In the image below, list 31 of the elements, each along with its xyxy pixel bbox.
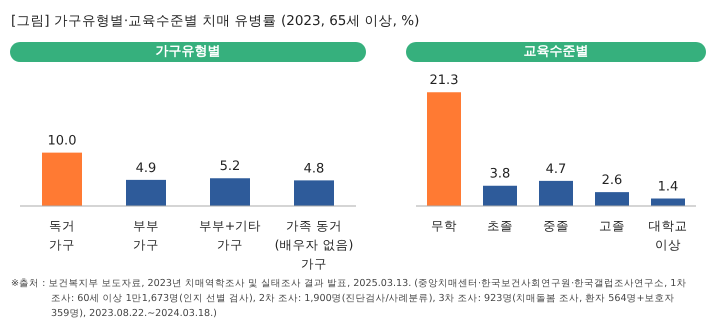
chart-title: [그림] 가구유형별·교육수준별 치매 유병률 (2023, 65세 이상, %) xyxy=(11,12,420,30)
data-label: 10.0 xyxy=(48,134,76,149)
x-tick-label: 중졸 xyxy=(543,218,569,233)
bar xyxy=(483,186,517,206)
x-tick-label: 부부 가구 xyxy=(133,218,159,252)
data-label: 4.7 xyxy=(546,162,566,177)
x-tick-label: 초졸 xyxy=(487,218,513,233)
data-label: 1.4 xyxy=(658,180,678,195)
x-tick-label: 독거 가구 xyxy=(49,218,75,252)
bar xyxy=(595,192,629,206)
data-label: 3.8 xyxy=(490,166,510,182)
bar xyxy=(427,92,461,206)
x-tick-label: 무학 xyxy=(431,218,457,233)
text: ※출처 : 보건복지부 보도자료, 2023년 치매역학조사 및 실태조사 결과 발표, 2025.03.13. (중앙치매센터·한국보건사회연구원·한국갤럽조사연구소, 1차 조사: 60세 이상 1만1,673명(인지 선별 검사), 2차 조사: 1,900명(진단검사/사례분류), 3차 조사: 923명(치매돌봄 조사, 환자 564명+보호자 359명), 2023.08.22.~2024.03.18.) xyxy=(11,277,688,321)
data-label: 21.3 xyxy=(430,73,458,88)
bar xyxy=(126,180,166,206)
x-tick-label: 고졸 xyxy=(599,218,625,233)
data-label: 4.9 xyxy=(136,160,156,176)
x-tick-label: 대학교 이상 xyxy=(648,218,688,252)
chart-subtitle: 가구유형별 xyxy=(10,42,366,62)
bar xyxy=(651,198,685,206)
x-tick-label: 부부+기타 가구 xyxy=(198,218,262,252)
data-label: 2.6 xyxy=(602,173,622,188)
bar xyxy=(539,180,573,206)
bar xyxy=(294,180,334,206)
chart-subtitle: 교육수준별 xyxy=(406,42,706,62)
bar xyxy=(42,152,82,206)
data-label: 4.8 xyxy=(304,161,324,176)
data-label: 5.2 xyxy=(220,159,240,174)
x-tick-label: 가족 동거 (배우자 없음) 가구 xyxy=(274,218,354,271)
bar xyxy=(210,178,250,206)
